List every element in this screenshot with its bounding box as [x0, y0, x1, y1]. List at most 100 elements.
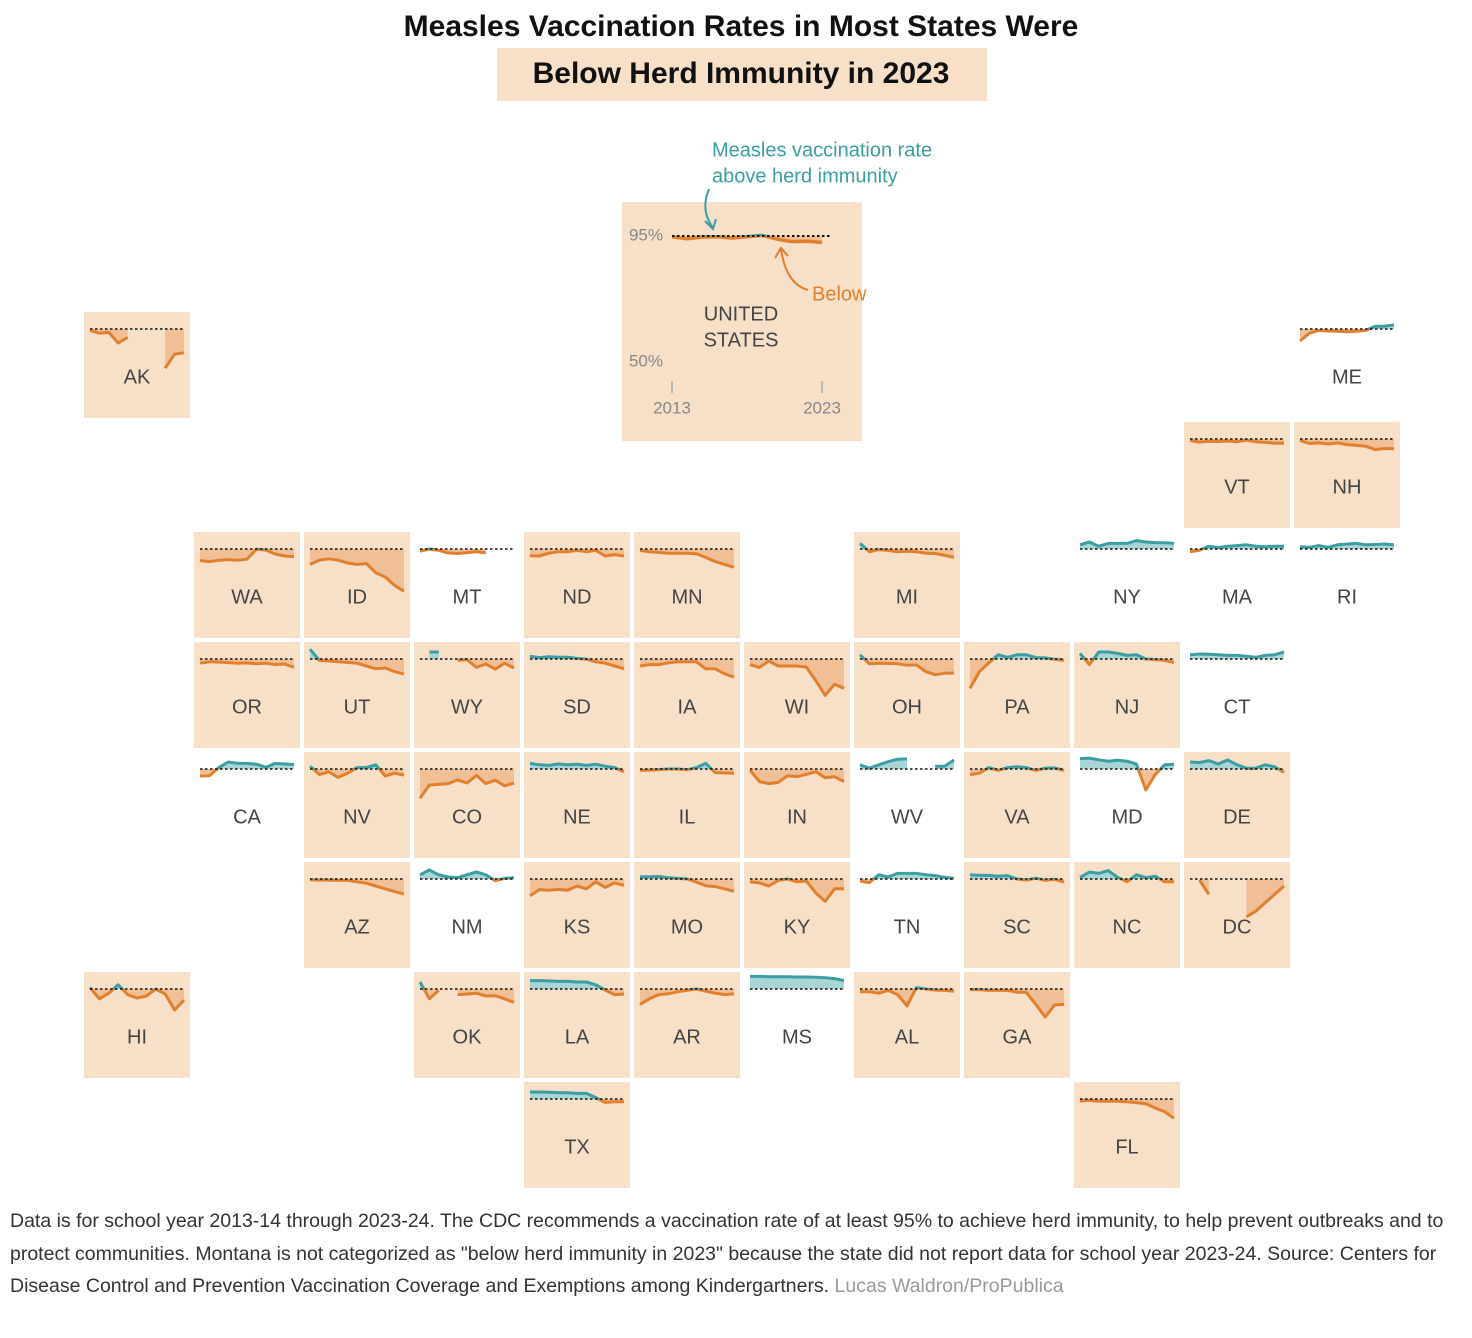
tile-label: DE: [1223, 806, 1251, 828]
area-below: [672, 236, 822, 243]
area-above: [860, 873, 954, 879]
line-above: [1079, 756, 1175, 769]
tile-label: MT: [453, 586, 482, 608]
line-below: [860, 989, 955, 1008]
tile: [854, 972, 960, 1078]
area-below: [310, 549, 404, 592]
area-below: [1199, 879, 1284, 917]
tile-label: CT: [1224, 696, 1251, 718]
area-below: [640, 549, 734, 568]
tile: [634, 532, 740, 638]
area-below: [1080, 1099, 1174, 1119]
tile-label: GA: [1003, 1026, 1033, 1048]
area-above: [200, 762, 294, 769]
tile: [84, 972, 190, 1078]
title-highlight: [497, 48, 987, 101]
line-below: [1299, 329, 1373, 343]
line-below: [970, 989, 1065, 1019]
y-tick-label: 95%: [629, 225, 663, 244]
tile-label: NC: [1113, 916, 1142, 938]
tile-label: MO: [671, 916, 703, 938]
line-below: [418, 773, 515, 800]
area-below: [970, 659, 1064, 689]
tile-label: NV: [343, 806, 371, 828]
tile-label: MI: [896, 586, 918, 608]
tile-label: AR: [673, 1026, 701, 1048]
line-below: [639, 660, 735, 679]
line-above: [419, 868, 515, 879]
area-below: [640, 879, 734, 892]
area-below: [420, 769, 514, 799]
line-above: [429, 650, 469, 659]
tile-label: PA: [1004, 696, 1030, 718]
line-below: [749, 879, 844, 903]
line-above: [214, 760, 295, 769]
x-tick-label: 2023: [803, 398, 841, 417]
line-below: [529, 549, 625, 558]
line-above: [1079, 869, 1163, 879]
line-below: [639, 549, 735, 569]
line-below: [1198, 879, 1285, 919]
area-below: [860, 989, 954, 1006]
tile: [1294, 422, 1400, 528]
line-below: [968, 659, 1065, 690]
tile-label: TN: [894, 916, 921, 938]
line-below: [1189, 439, 1284, 445]
tile-label: NE: [563, 806, 591, 828]
line-above: [1078, 650, 1166, 659]
line-below: [595, 1099, 624, 1104]
line-above: [1189, 650, 1285, 659]
tile-label: SD: [563, 696, 591, 718]
line-below: [310, 769, 405, 779]
area-below: [970, 769, 1064, 775]
line-below: [538, 659, 625, 671]
line-below: [422, 989, 515, 1004]
line-above: [969, 873, 1059, 879]
line-below: [748, 769, 845, 786]
tile-label: IN: [787, 806, 807, 828]
line-below: [309, 879, 405, 896]
tile: [744, 862, 850, 968]
tile-label: TX: [564, 1136, 590, 1158]
tile-label: STATES: [704, 329, 779, 351]
tile-label: SC: [1003, 916, 1031, 938]
line-above: [309, 763, 382, 769]
tile-label: CO: [452, 806, 482, 828]
tile-label: MA: [1222, 586, 1253, 608]
line-above: [991, 653, 1065, 659]
area-below: [1080, 769, 1174, 790]
line-below: [89, 989, 186, 1012]
area-above: [1080, 758, 1174, 769]
footnote: Data is for school year 2013-14 through …: [10, 1205, 1462, 1303]
area-below: [310, 769, 404, 778]
area-above: [860, 758, 954, 769]
annotation: Measles vaccination rate: [712, 139, 932, 161]
line-below: [309, 557, 405, 593]
tile-label: AK: [124, 366, 151, 388]
line-below: [862, 659, 955, 677]
area-below: [860, 549, 954, 558]
line-above: [1198, 543, 1284, 549]
annotation-arrow: [774, 246, 809, 291]
line-below: [639, 989, 735, 1006]
tile: [634, 752, 740, 858]
tile-label: NJ: [1115, 696, 1139, 718]
tile: [194, 642, 300, 748]
tile-label: WI: [785, 696, 809, 718]
line-above: [750, 974, 845, 983]
line-below: [199, 549, 295, 564]
tile-label: ME: [1332, 366, 1362, 388]
y-tick-label: 50%: [629, 351, 663, 370]
tile-label: WY: [451, 696, 483, 718]
tile-label: VT: [1224, 476, 1250, 498]
annotation: Below: [812, 283, 867, 305]
line-below: [1299, 439, 1395, 452]
annotation: above herd immunity: [712, 165, 898, 187]
tile-label: NY: [1113, 586, 1141, 608]
tile-label: VA: [1004, 806, 1030, 828]
tile-label: MD: [1111, 806, 1142, 828]
tile-label: HI: [127, 1026, 147, 1048]
line-below: [600, 989, 625, 997]
annotation-arrow: [704, 188, 717, 231]
